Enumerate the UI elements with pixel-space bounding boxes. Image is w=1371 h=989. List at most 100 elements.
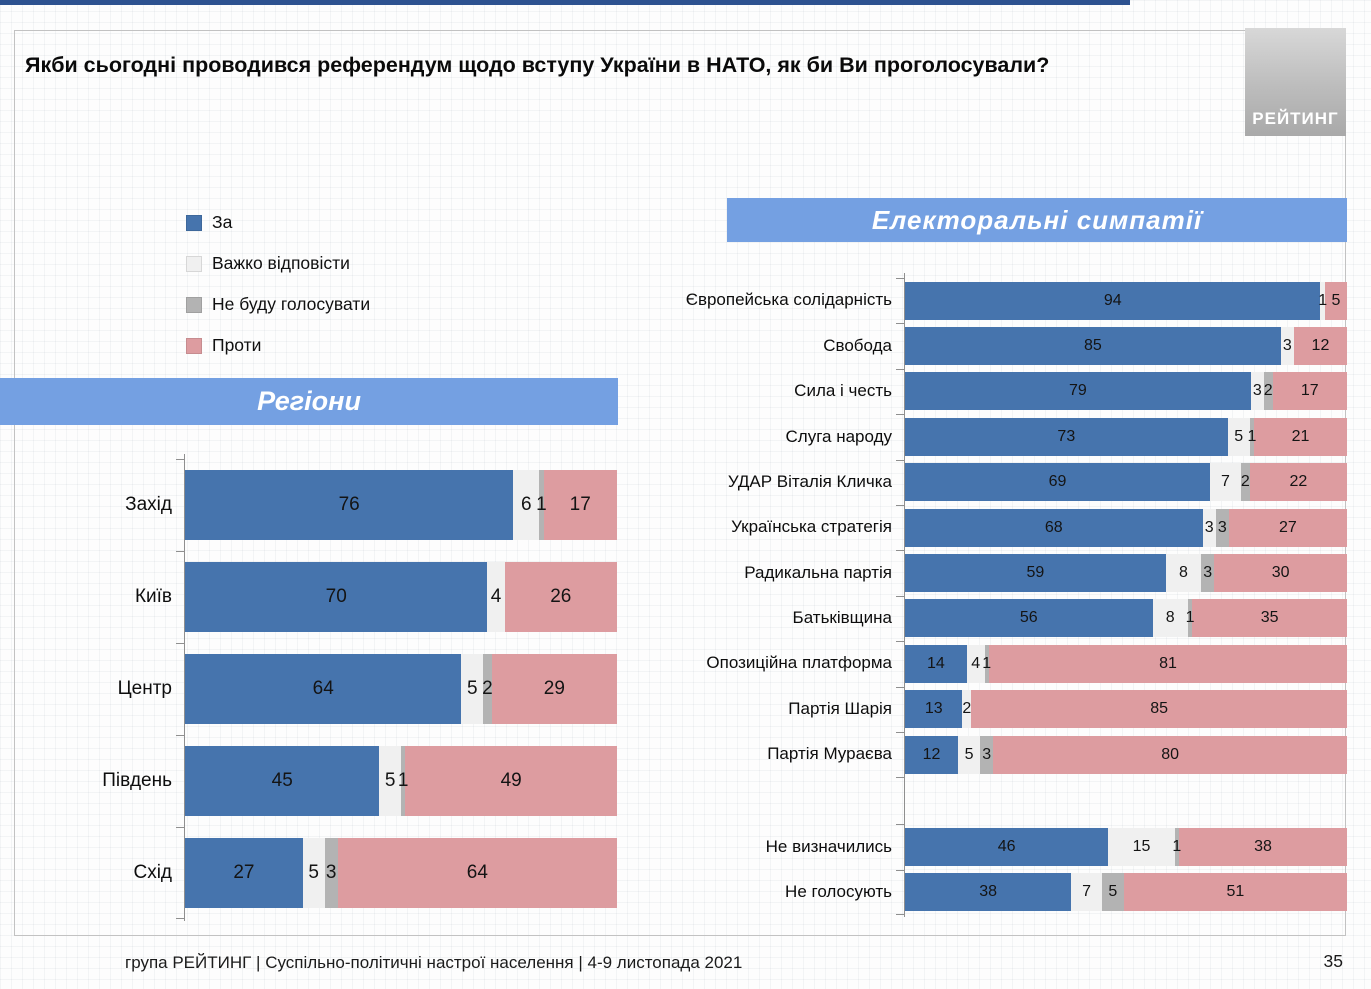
legend-swatch (186, 214, 202, 231)
bar-segment-3: 2 (1240, 463, 1250, 502)
bar-value: 2 (962, 700, 972, 718)
bar-segment-4: 17 (543, 470, 617, 540)
chart-row: Не голосують 38 7 5 51 (645, 869, 1347, 915)
bar-value: 3 (982, 745, 992, 763)
page-title: Якби сьогодні проводився референдум щодо… (25, 53, 1050, 77)
bar-value: 1 (1172, 837, 1182, 855)
bar-value: 22 (1289, 473, 1308, 491)
bar-value: 3 (1203, 564, 1213, 582)
bar-segment-1: 13 (905, 690, 963, 729)
bar-segment-1: 38 (905, 873, 1072, 912)
electoral-chart-rows: Європейська солідарність 94 1 5 Свобода 85 3 12… (645, 278, 1347, 916)
legend-label: За (212, 212, 233, 232)
bar-value: 3 (1204, 518, 1214, 536)
bar-segment-1: 46 (905, 827, 1109, 866)
legend-swatch (186, 296, 202, 313)
bar-segment-4: 21 (1254, 417, 1347, 456)
bar-value: 1 (982, 654, 992, 672)
bar-value: 1 (1318, 291, 1328, 309)
bar-value: 51 (1226, 883, 1245, 901)
bar-segment-4: 27 (1228, 508, 1347, 547)
bar-value: 1 (1247, 427, 1257, 445)
bar-segment-4: 51 (1123, 873, 1347, 912)
bar-value: 85 (1083, 337, 1102, 355)
top-accent-line (0, 0, 1130, 5)
bar-segment-3: 1 (398, 746, 408, 816)
bar-segment-3: 1 (1172, 827, 1182, 866)
bar-track: 68 3 3 27 (905, 508, 1347, 547)
bar-value: 2 (1240, 473, 1250, 491)
regions-header-label: Регіони (257, 386, 361, 416)
bar-segment-1: 73 (905, 417, 1228, 456)
bar-track: 46 15 1 38 (905, 827, 1347, 866)
bar-segment-1: 70 (185, 562, 488, 632)
bar-value: 38 (979, 883, 998, 901)
bar-track: 73 5 1 21 (905, 417, 1347, 456)
legend-swatch (186, 337, 202, 354)
legend-label: Проти (212, 335, 262, 355)
bar-value: 30 (1271, 564, 1290, 582)
category-label: Захід (125, 493, 172, 515)
legend-item: За (186, 202, 370, 243)
bar-segment-3: 1 (536, 470, 547, 540)
electoral-header: Електоральні симпатії (727, 198, 1347, 242)
bar-segment-2: 7 (1071, 873, 1102, 912)
bar-value: 21 (1291, 427, 1310, 445)
bar-segment-2: 7 (1209, 463, 1241, 502)
regions-chart-rows: Захід 76 6 1 17 Київ 70 4 26 Центр 64 5 2 29 Південь 45… (0, 459, 617, 919)
bar-segment-4: 64 (337, 838, 617, 908)
bar-segment-2: 5 (302, 838, 325, 908)
chart-row: Центр 64 5 2 29 (0, 643, 617, 735)
bar-segment-1: 76 (185, 470, 514, 540)
rating-logo: РЕЙТИНГ (1245, 28, 1346, 136)
bar-value: 5 (466, 678, 478, 699)
chart-row: Радикальна партія 59 8 3 30 (645, 550, 1347, 595)
category-label: Партія Шарія (788, 698, 892, 718)
category-label: Центр (117, 677, 172, 699)
category-label: Слуга народу (785, 426, 893, 446)
bar-track: 12 5 3 80 (905, 735, 1347, 774)
legend: За Важко відповісти Не буду голосувати Прот… (186, 202, 370, 366)
bar-value: 3 (1282, 337, 1292, 355)
electoral-chart: Європейська солідарність 94 1 5 Свобода 85 3 12… (645, 273, 1347, 918)
electoral-chart-axis (904, 273, 905, 918)
bar-segment-1: 14 (905, 644, 967, 683)
bar-segment-4: 17 (1272, 372, 1347, 411)
bar-value: 5 (964, 745, 974, 763)
bar-value: 45 (271, 770, 293, 791)
bar-track: 14 4 1 81 (905, 644, 1347, 683)
bar-value: 79 (1068, 382, 1087, 400)
regions-chart-axis (184, 454, 185, 921)
bar-segment-3: 1 (982, 644, 992, 683)
chart-row: Сила і честь 79 3 2 17 (645, 368, 1347, 414)
bar-track: 13 2 85 (905, 690, 1347, 729)
bar-segment-4: 80 (993, 735, 1347, 774)
bar-value: 8 (1165, 609, 1175, 627)
bar-value: 7 (1082, 883, 1092, 901)
bar-segment-2: 5 (958, 735, 981, 774)
bar-value: 85 (1150, 700, 1169, 718)
bar-segment-2: 1 (1318, 281, 1328, 320)
bar-track: 56 8 1 35 (905, 599, 1347, 638)
bar-segment-3: 3 (980, 735, 994, 774)
bar-track: 59 8 3 30 (905, 554, 1347, 593)
category-label: Не голосують (785, 882, 892, 902)
bar-segment-1: 56 (905, 599, 1153, 638)
bar-value: 5 (1331, 291, 1341, 309)
chart-row: Батьківщина 56 8 1 35 (645, 595, 1347, 641)
bar-segment-4: 22 (1249, 463, 1347, 502)
bar-value: 2 (1263, 382, 1273, 400)
bar-value: 35 (1260, 609, 1279, 627)
bar-value: 4 (971, 654, 981, 672)
legend-item: Проти (186, 325, 370, 366)
rating-logo-text: РЕЙТИНГ (1252, 109, 1339, 128)
bar-value: 15 (1132, 837, 1151, 855)
electoral-header-label: Електоральні симпатії (871, 204, 1203, 235)
bar-segment-3: 2 (482, 654, 493, 724)
category-label: УДАР Віталія Кличка (727, 471, 892, 491)
chart-row: Українська стратегія 68 3 3 27 (645, 504, 1347, 550)
bar-value: 12 (1311, 337, 1330, 355)
bar-segment-4: 12 (1293, 327, 1347, 366)
category-label: Радикальна партія (744, 562, 892, 582)
